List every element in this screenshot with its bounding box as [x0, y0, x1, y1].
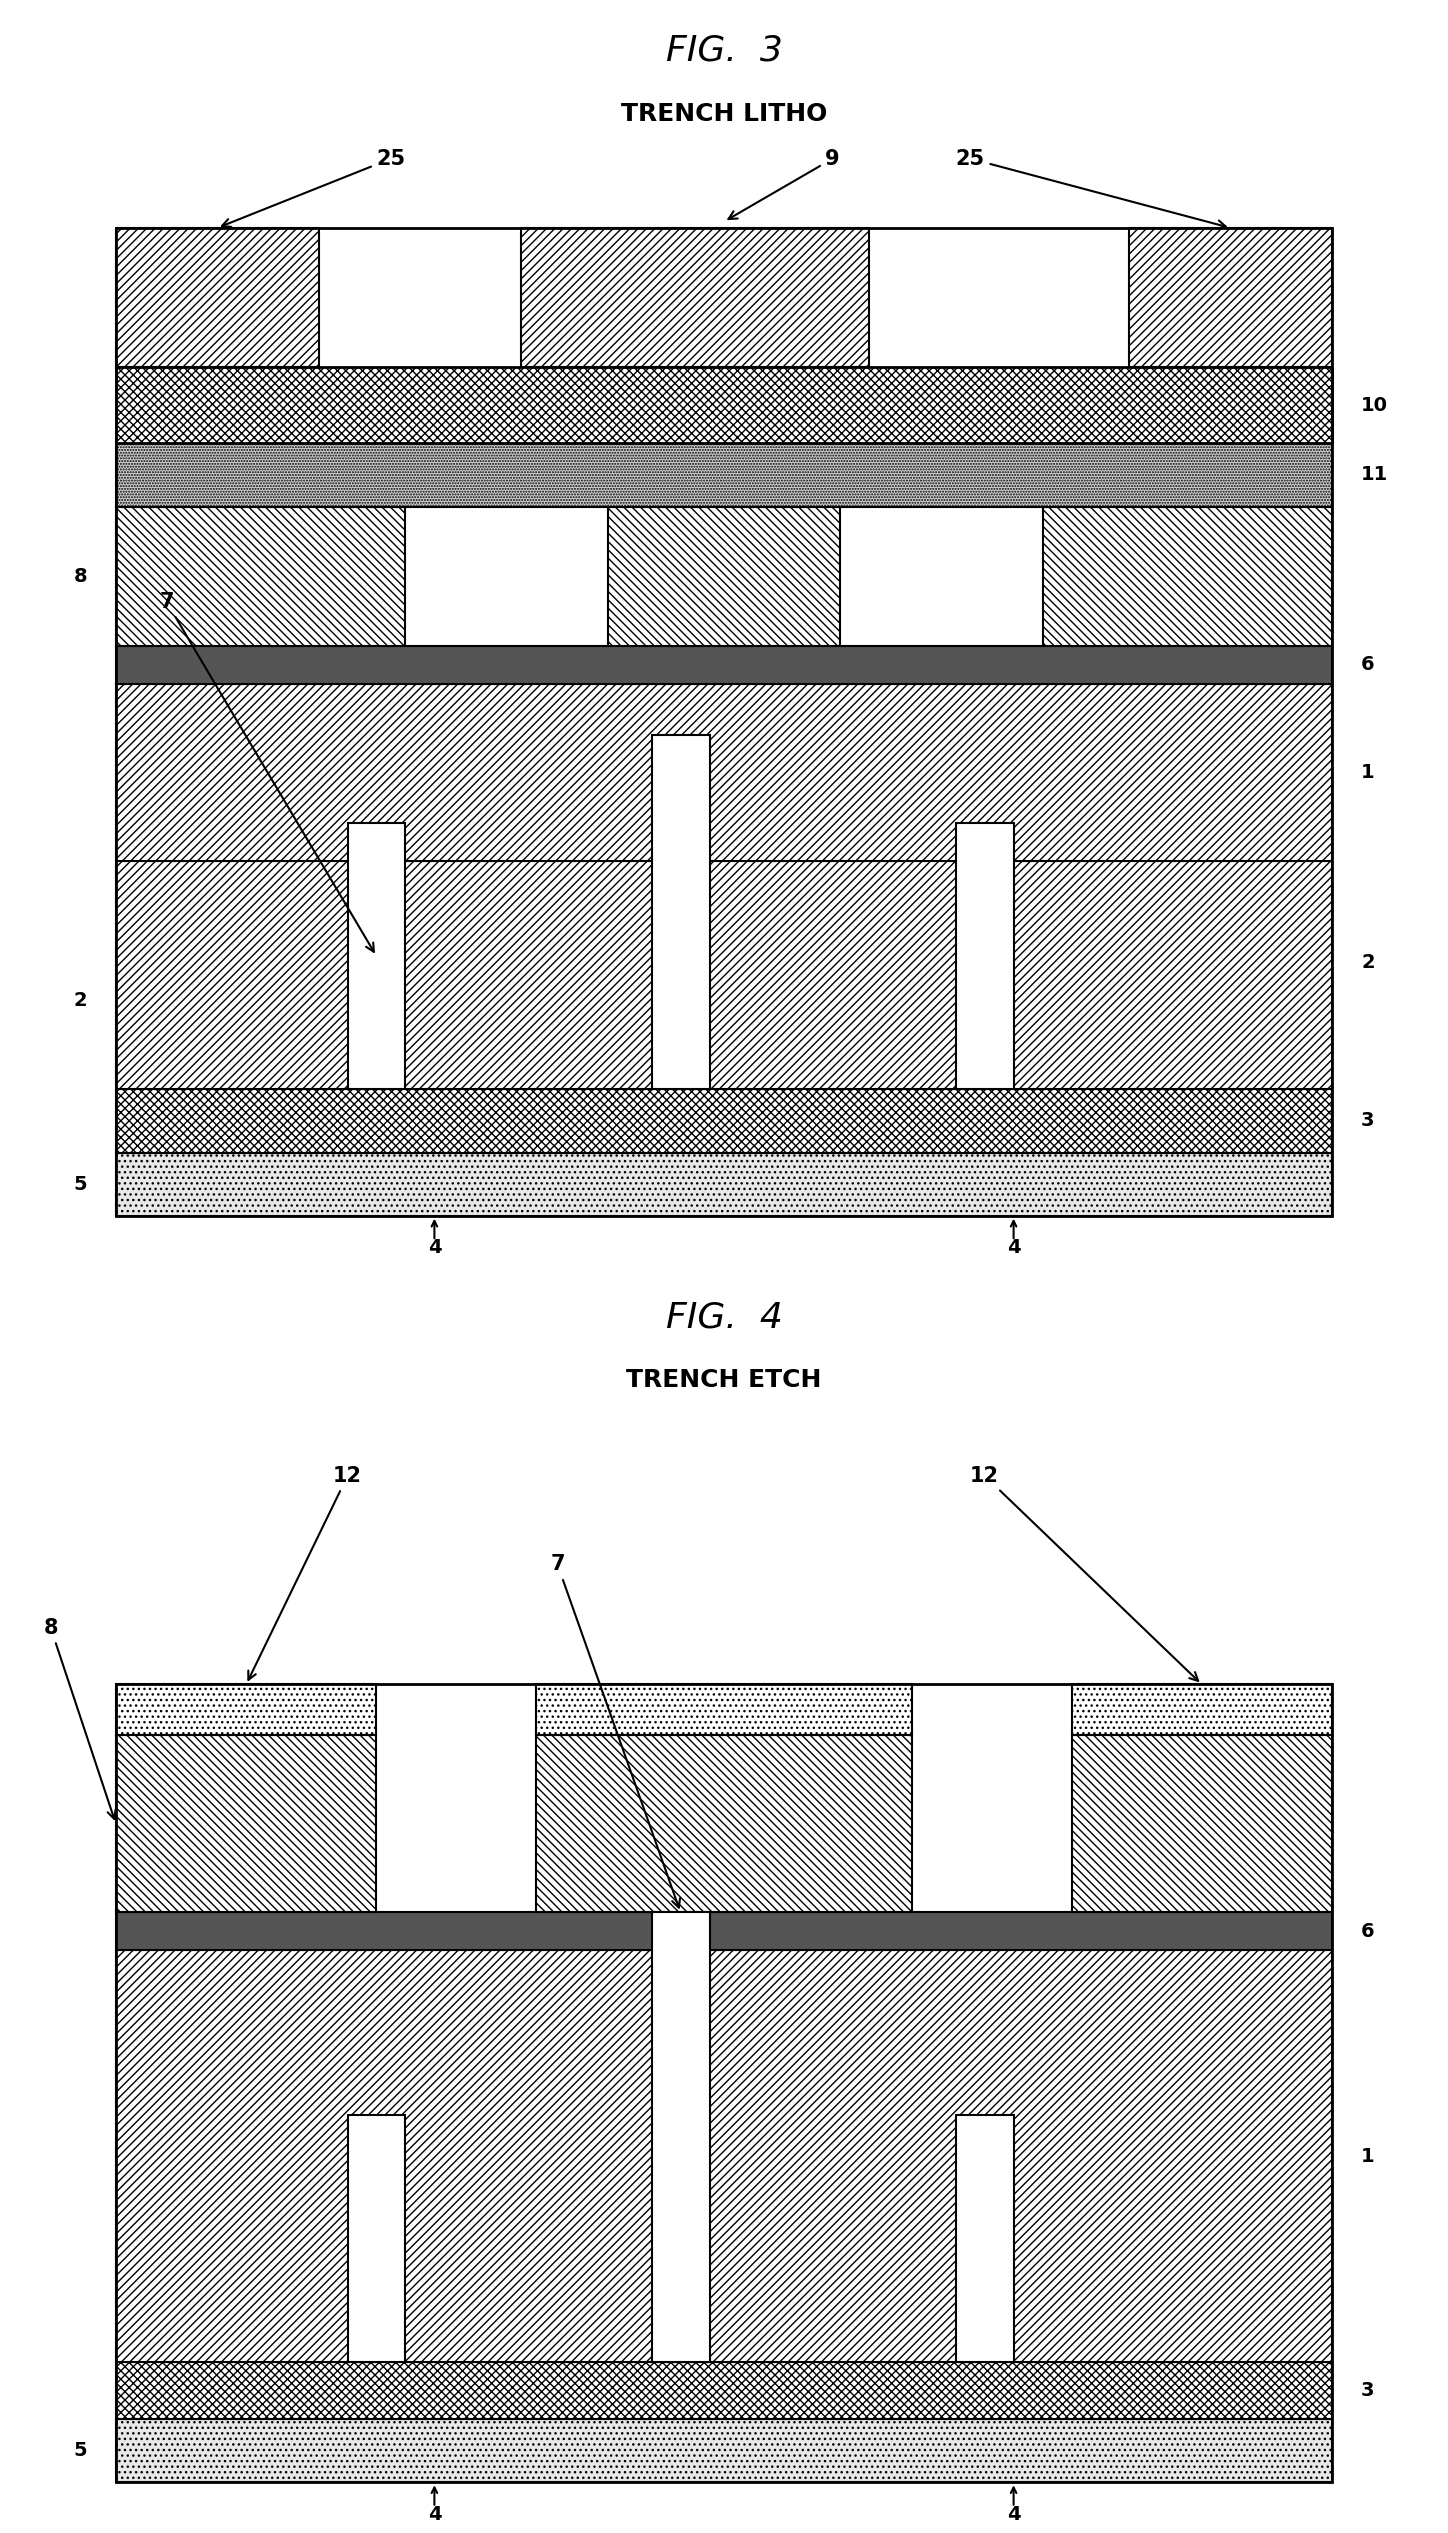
Bar: [116, 367, 1332, 443]
Text: 11: 11: [1361, 466, 1389, 484]
Text: TRENCH ETCH: TRENCH ETCH: [627, 1368, 821, 1393]
Text: 5: 5: [74, 2442, 87, 2460]
Bar: [116, 1950, 1332, 2361]
Bar: [536, 1735, 912, 1912]
Text: 6: 6: [1361, 656, 1374, 674]
Text: 12: 12: [970, 1467, 1197, 1682]
Bar: [116, 1089, 1332, 1153]
Text: 4: 4: [1006, 2505, 1021, 2523]
Text: 10: 10: [1361, 395, 1389, 415]
Bar: [116, 507, 405, 646]
Bar: [608, 507, 840, 646]
Text: 1: 1: [1361, 2145, 1374, 2166]
Text: 9: 9: [728, 149, 840, 218]
Bar: [652, 1912, 710, 2361]
Text: 4: 4: [427, 2505, 442, 2523]
Bar: [116, 1684, 1332, 2482]
Text: 25: 25: [222, 149, 405, 228]
Bar: [1072, 1684, 1332, 1735]
Bar: [116, 443, 1332, 507]
Text: 8: 8: [74, 567, 87, 585]
Bar: [116, 2419, 1332, 2482]
Bar: [1129, 228, 1332, 367]
Text: 7: 7: [550, 1555, 681, 1907]
Bar: [536, 1684, 912, 1735]
Text: FIG.  3: FIG. 3: [666, 33, 782, 68]
Text: 2: 2: [74, 990, 87, 1011]
Text: 5: 5: [74, 1175, 87, 1193]
Text: TRENCH LITHO: TRENCH LITHO: [621, 101, 827, 127]
Bar: [348, 823, 405, 1089]
Text: 7: 7: [159, 593, 374, 952]
Text: FIG.  4: FIG. 4: [666, 1299, 782, 1335]
Text: 1: 1: [1361, 762, 1374, 783]
Text: 3: 3: [1361, 2381, 1374, 2401]
Bar: [348, 2115, 405, 2361]
Bar: [521, 228, 869, 367]
Bar: [116, 228, 319, 367]
Bar: [956, 823, 1014, 1089]
Text: 25: 25: [956, 149, 1226, 228]
Bar: [116, 2361, 1332, 2419]
Bar: [116, 684, 1332, 861]
Bar: [116, 228, 1332, 1216]
Bar: [956, 2115, 1014, 2361]
Bar: [1072, 1735, 1332, 1912]
Text: 3: 3: [1361, 1112, 1374, 1130]
Text: 2: 2: [1361, 952, 1374, 973]
Text: 6: 6: [1361, 1923, 1374, 1940]
Text: 4: 4: [1006, 1239, 1021, 1256]
Bar: [116, 861, 1332, 1089]
Bar: [116, 1912, 1332, 1950]
Bar: [116, 1735, 376, 1912]
Bar: [1043, 507, 1332, 646]
Text: 4: 4: [427, 1239, 442, 1256]
Bar: [116, 1153, 1332, 1216]
Bar: [652, 735, 710, 1089]
Text: 8: 8: [43, 1619, 116, 1819]
Bar: [116, 646, 1332, 684]
Bar: [116, 1684, 376, 1735]
Text: 12: 12: [248, 1467, 362, 1679]
